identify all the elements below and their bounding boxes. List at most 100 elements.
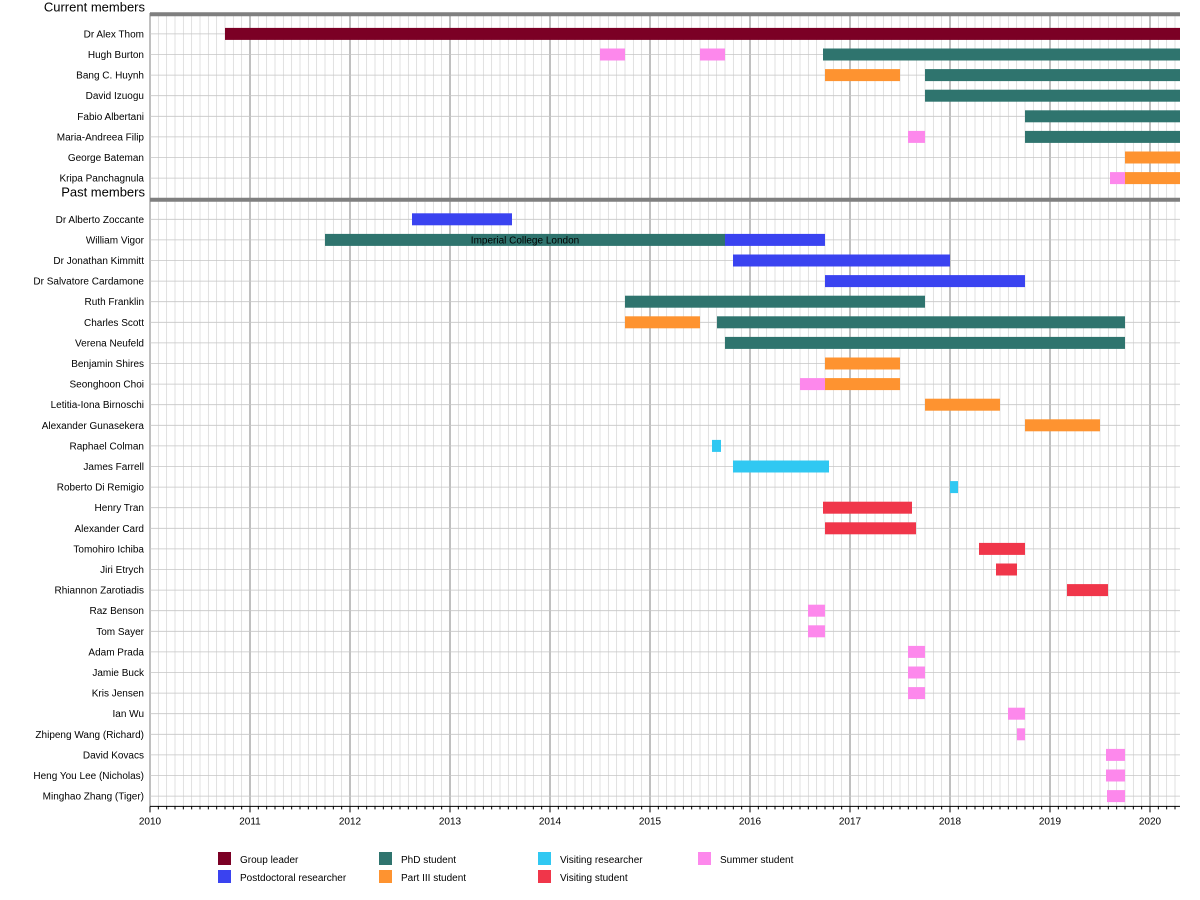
x-tick-label: 2013 (439, 816, 462, 827)
bar-part3 (825, 69, 900, 82)
bar-visiting-student (823, 501, 912, 514)
bar-visiting-student (979, 542, 1025, 555)
bar-visiting-researcher (733, 460, 829, 473)
member-name: George Bateman (68, 153, 144, 164)
legend-swatch-postdoc (218, 870, 231, 883)
bar-part3 (925, 398, 1000, 411)
bar-phd (625, 295, 925, 308)
x-tick-label: 2015 (639, 816, 662, 827)
member-name: Jiri Etrych (100, 565, 144, 576)
bar-phd (823, 48, 1180, 61)
bar-summer (1017, 728, 1025, 741)
x-tick-label: 2019 (1039, 816, 1062, 827)
x-tick-label: 2014 (539, 816, 562, 827)
bar-postdoc (733, 254, 950, 267)
x-tick-label: 2011 (239, 816, 261, 827)
bar-part3 (1125, 151, 1180, 164)
member-name: Jamie Buck (92, 668, 145, 679)
bar-postdoc (725, 233, 825, 246)
x-tick-label: 2016 (739, 816, 762, 827)
bar-summer (808, 625, 825, 638)
member-name: William Vigor (86, 235, 145, 246)
member-name: Letitia-Iona Birnoschi (51, 400, 144, 411)
bar-summer (800, 378, 825, 391)
bar-postdoc (825, 275, 1025, 288)
bar-visiting-researcher (712, 439, 721, 452)
bar-summer (908, 666, 925, 679)
member-name: Roberto Di Remigio (57, 483, 145, 494)
member-name: Ruth Franklin (85, 297, 144, 308)
member-name: David Kovacs (83, 750, 144, 761)
section-title: Current members (44, 0, 146, 14)
legend-swatch-group-leader (218, 852, 231, 865)
bar-summer (1107, 790, 1125, 803)
bar-phd (325, 233, 725, 246)
legend-label: Group leader (240, 855, 299, 866)
bar-phd (725, 336, 1125, 349)
member-name: Benjamin Shires (71, 359, 144, 370)
bar-phd (925, 69, 1180, 82)
member-name: Zhipeng Wang (Richard) (35, 730, 144, 741)
bar-visiting-student (1067, 584, 1108, 597)
bar-visiting-student (825, 522, 916, 535)
bar-part3 (825, 378, 900, 391)
legend-label: Postdoctoral researcher (240, 873, 347, 884)
member-name: Rhiannon Zarotiadis (55, 586, 145, 597)
member-name: Raz Benson (90, 606, 144, 617)
bar-group-leader (225, 27, 1180, 40)
legend-label: Part III student (401, 873, 466, 884)
x-tick-label: 2010 (139, 816, 162, 827)
bar-summer (908, 130, 925, 143)
member-name: Adam Prada (88, 647, 144, 658)
legend-swatch-phd (379, 852, 392, 865)
bar-part3 (825, 357, 900, 370)
bar-phd (1025, 110, 1180, 123)
bar-summer (1008, 707, 1025, 720)
member-name: Seonghoon Choi (69, 380, 144, 391)
member-name: Raphael Colman (70, 441, 145, 452)
member-name: Hugh Burton (88, 50, 144, 61)
member-name: Dr Alberto Zoccante (56, 215, 145, 226)
bar-summer (700, 48, 725, 61)
bar-summer (1110, 172, 1125, 185)
member-name: Tomohiro Ichiba (73, 544, 144, 555)
bar-summer (908, 645, 925, 658)
legend-label: Visiting researcher (560, 855, 643, 866)
member-name: Alexander Card (75, 524, 144, 535)
x-tick-label: 2012 (339, 816, 362, 827)
bar-summer (600, 48, 625, 61)
bar-postdoc (412, 213, 512, 226)
x-tick-label: 2018 (939, 816, 962, 827)
bar-phd (717, 316, 1125, 329)
member-name: Verena Neufeld (75, 338, 144, 349)
bar-part3 (1025, 419, 1100, 432)
x-tick-label: 2020 (1139, 816, 1162, 827)
member-name: Maria-Andreea Filip (57, 132, 145, 143)
member-name: Tom Sayer (96, 627, 144, 638)
member-name: Fabio Albertani (77, 112, 144, 123)
legend-swatch-visiting-researcher (538, 852, 551, 865)
bar-summer (908, 687, 925, 700)
annotation-label: Imperial College London (471, 235, 579, 246)
member-name: Charles Scott (84, 318, 144, 329)
legend-swatch-visiting-student (538, 870, 551, 883)
member-name: Dr Salvatore Cardamone (33, 277, 144, 288)
section-title: Past members (61, 185, 145, 200)
member-name: Kripa Panchagnula (59, 174, 144, 185)
x-tick-label: 2017 (839, 816, 862, 827)
bar-part3 (1125, 172, 1180, 185)
member-name: James Farrell (83, 462, 144, 473)
bar-visiting-student (996, 563, 1017, 576)
member-name: David Izuogu (86, 91, 144, 102)
bar-summer (808, 604, 825, 617)
bar-phd (1025, 130, 1180, 143)
legend-label: Summer student (720, 855, 794, 866)
bar-summer (1106, 769, 1125, 782)
bar-phd (925, 89, 1180, 102)
member-name: Dr Jonathan Kimmitt (53, 256, 144, 267)
member-name: Ian Wu (113, 709, 145, 720)
member-name: Kris Jensen (92, 689, 144, 700)
member-name: Heng You Lee (Nicholas) (33, 771, 144, 782)
member-name: Henry Tran (95, 503, 144, 514)
